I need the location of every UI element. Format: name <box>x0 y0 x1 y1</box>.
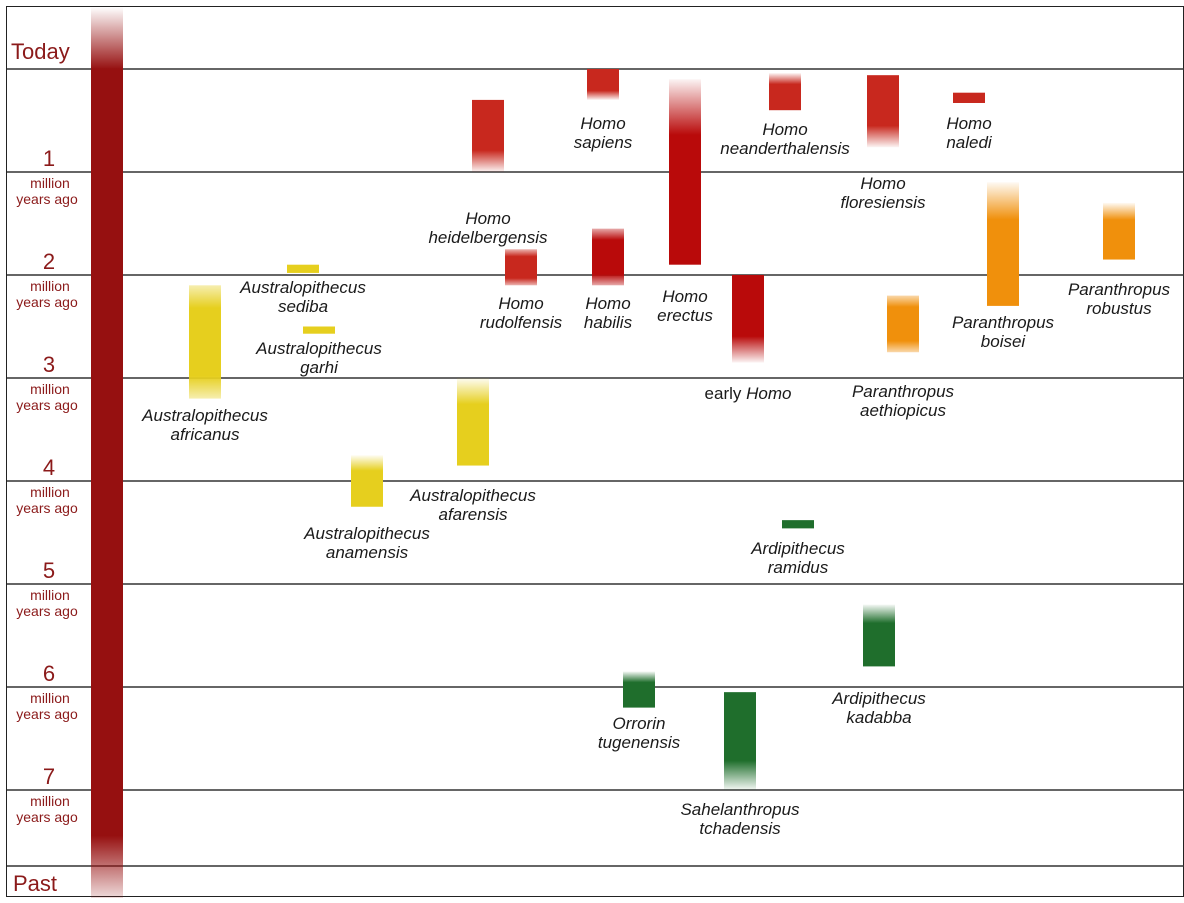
species-label-early-homo-line1: early <box>705 384 747 403</box>
range-bar-ardipithecus-kadabba <box>863 604 895 667</box>
range-bar-australopithecus-sediba <box>287 264 319 273</box>
range-bar-australopithecus-afarensis <box>457 378 489 466</box>
y-tick-4: 4 <box>43 455 55 480</box>
species-label-paranthropus-robustus-line1: Paranthropus <box>1068 280 1171 299</box>
range-bar-homo-neanderthalensis <box>769 73 801 111</box>
range-bar-ardipithecus-ramidus <box>782 520 814 529</box>
range-bar-homo-heidelbergensis <box>472 99 504 172</box>
species-label-sahelanthropus-tchadensis-line2: tchadensis <box>699 819 781 838</box>
species-label-homo-heidelbergensis-line1: Homo <box>465 209 510 228</box>
species-label-homo-floresiensis-line2: floresiensis <box>840 193 926 212</box>
unit-label-4-line1: million <box>30 484 70 500</box>
range-bar-australopithecus-anamensis <box>351 455 383 507</box>
unit-label-2-line2: years ago <box>16 294 78 310</box>
species-label-paranthropus-aethiopicus-line2: aethiopicus <box>860 401 947 420</box>
species-label-orrorin-tugenensis-line1: Orrorin <box>613 714 666 733</box>
range-bar-homo-naledi <box>953 92 985 103</box>
y-tick-5: 5 <box>43 558 55 583</box>
species-label-ardipithecus-kadabba-line1: Ardipithecus <box>831 689 926 708</box>
species-label-sahelanthropus-tchadensis-line1: Sahelanthropus <box>680 800 800 819</box>
species-label-paranthropus-boisei-line2: boisei <box>981 332 1027 351</box>
species-label-early-homo: early Homo <box>705 384 792 403</box>
species-label-homo-habilis-line1: Homo <box>585 294 630 313</box>
species-label-homo-sapiens-line1: Homo <box>580 114 625 133</box>
range-bar-paranthropus-aethiopicus <box>887 295 919 353</box>
unit-label-3-line2: years ago <box>16 397 78 413</box>
unit-label-3-line1: million <box>30 381 70 397</box>
species-label-homo-heidelbergensis-line2: heidelbergensis <box>428 228 548 247</box>
range-bar-australopithecus-garhi <box>303 326 335 334</box>
species-label-homo-naledi-line1: Homo <box>946 114 991 133</box>
species-label-australopithecus-anamensis-line1: Australopithecus <box>303 524 430 543</box>
y-tick-6: 6 <box>43 661 55 686</box>
unit-label-5-line2: years ago <box>16 603 78 619</box>
unit-label-1-line2: years ago <box>16 191 78 207</box>
species-label-australopithecus-anamensis-line2: anamensis <box>326 543 409 562</box>
y-tick-3: 3 <box>43 352 55 377</box>
unit-label-1-line1: million <box>30 175 70 191</box>
past-label: Past <box>13 871 57 896</box>
y-tick-2: 2 <box>43 249 55 274</box>
range-bar-homo-erectus <box>669 79 701 265</box>
unit-label-2-line1: million <box>30 278 70 294</box>
range-bar-sahelanthropus-tchadensis <box>724 692 756 790</box>
range-bar-paranthropus-robustus <box>1103 202 1135 260</box>
unit-label-6-line1: million <box>30 690 70 706</box>
y-tick-7: 7 <box>43 764 55 789</box>
range-bar-australopithecus-africanus <box>189 285 221 399</box>
y-tick-1: 1 <box>43 146 55 171</box>
species-label-homo-naledi-line2: naledi <box>946 133 993 152</box>
range-bar-homo-sapiens <box>587 69 619 100</box>
unit-label-7-line2: years ago <box>16 809 78 825</box>
species-label-ardipithecus-ramidus-line1: Ardipithecus <box>750 539 845 558</box>
unit-label-5-line1: million <box>30 587 70 603</box>
species-label-australopithecus-garhi-line2: garhi <box>300 358 339 377</box>
species-label-homo-neanderthalensis-line2: neanderthalensis <box>720 139 850 158</box>
unit-label-6-line2: years ago <box>16 706 78 722</box>
species-label-australopithecus-sediba-line2: sediba <box>278 297 328 316</box>
species-label-orrorin-tugenensis-line2: tugenensis <box>598 733 681 752</box>
species-label-australopithecus-garhi-line1: Australopithecus <box>255 339 382 358</box>
species-label-australopithecus-africanus-line1: Australopithecus <box>141 406 268 425</box>
range-bar-homo-floresiensis <box>867 75 899 148</box>
species-label-homo-habilis-line2: habilis <box>584 313 633 332</box>
species-label-paranthropus-robustus-line2: robustus <box>1086 299 1152 318</box>
unit-label-4-line2: years ago <box>16 500 78 516</box>
unit-label-7-line1: million <box>30 793 70 809</box>
species-label-australopithecus-africanus-line2: africanus <box>171 425 240 444</box>
range-bar-orrorin-tugenensis <box>623 671 655 708</box>
species-label-australopithecus-afarensis-line1: Australopithecus <box>409 486 536 505</box>
species-label-australopithecus-afarensis-line2: afarensis <box>439 505 508 524</box>
species-label-homo-erectus-line2: erectus <box>657 306 713 325</box>
time-axis-bar <box>91 7 123 898</box>
range-bar-homo-rudolfensis <box>505 249 537 286</box>
species-label-ardipithecus-ramidus-line2: ramidus <box>768 558 829 577</box>
species-label-homo-erectus-line1: Homo <box>662 287 707 306</box>
species-label-paranthropus-aethiopicus-line1: Paranthropus <box>852 382 955 401</box>
species-label-paranthropus-boisei-line1: Paranthropus <box>952 313 1055 332</box>
species-label-homo-floresiensis-line1: Homo <box>860 174 905 193</box>
species-label-homo-sapiens-line2: sapiens <box>574 133 633 152</box>
range-bar-paranthropus-boisei <box>987 182 1019 306</box>
species-label-homo-rudolfensis-line2: rudolfensis <box>480 313 563 332</box>
species-label-ardipithecus-kadabba-line2: kadabba <box>846 708 911 727</box>
species-label-homo-rudolfensis-line1: Homo <box>498 294 543 313</box>
species-label-australopithecus-sediba-line1: Australopithecus <box>239 278 366 297</box>
species-label-homo-neanderthalensis-line1: Homo <box>762 120 807 139</box>
range-bar-homo-habilis <box>592 228 624 286</box>
chart-frame: Today Past 1 million years ago 2 million years … <box>6 6 1184 898</box>
today-label: Today <box>11 39 70 64</box>
range-bar-early-homo <box>732 275 764 363</box>
species-label-early-homo-line2: Homo <box>746 384 791 403</box>
